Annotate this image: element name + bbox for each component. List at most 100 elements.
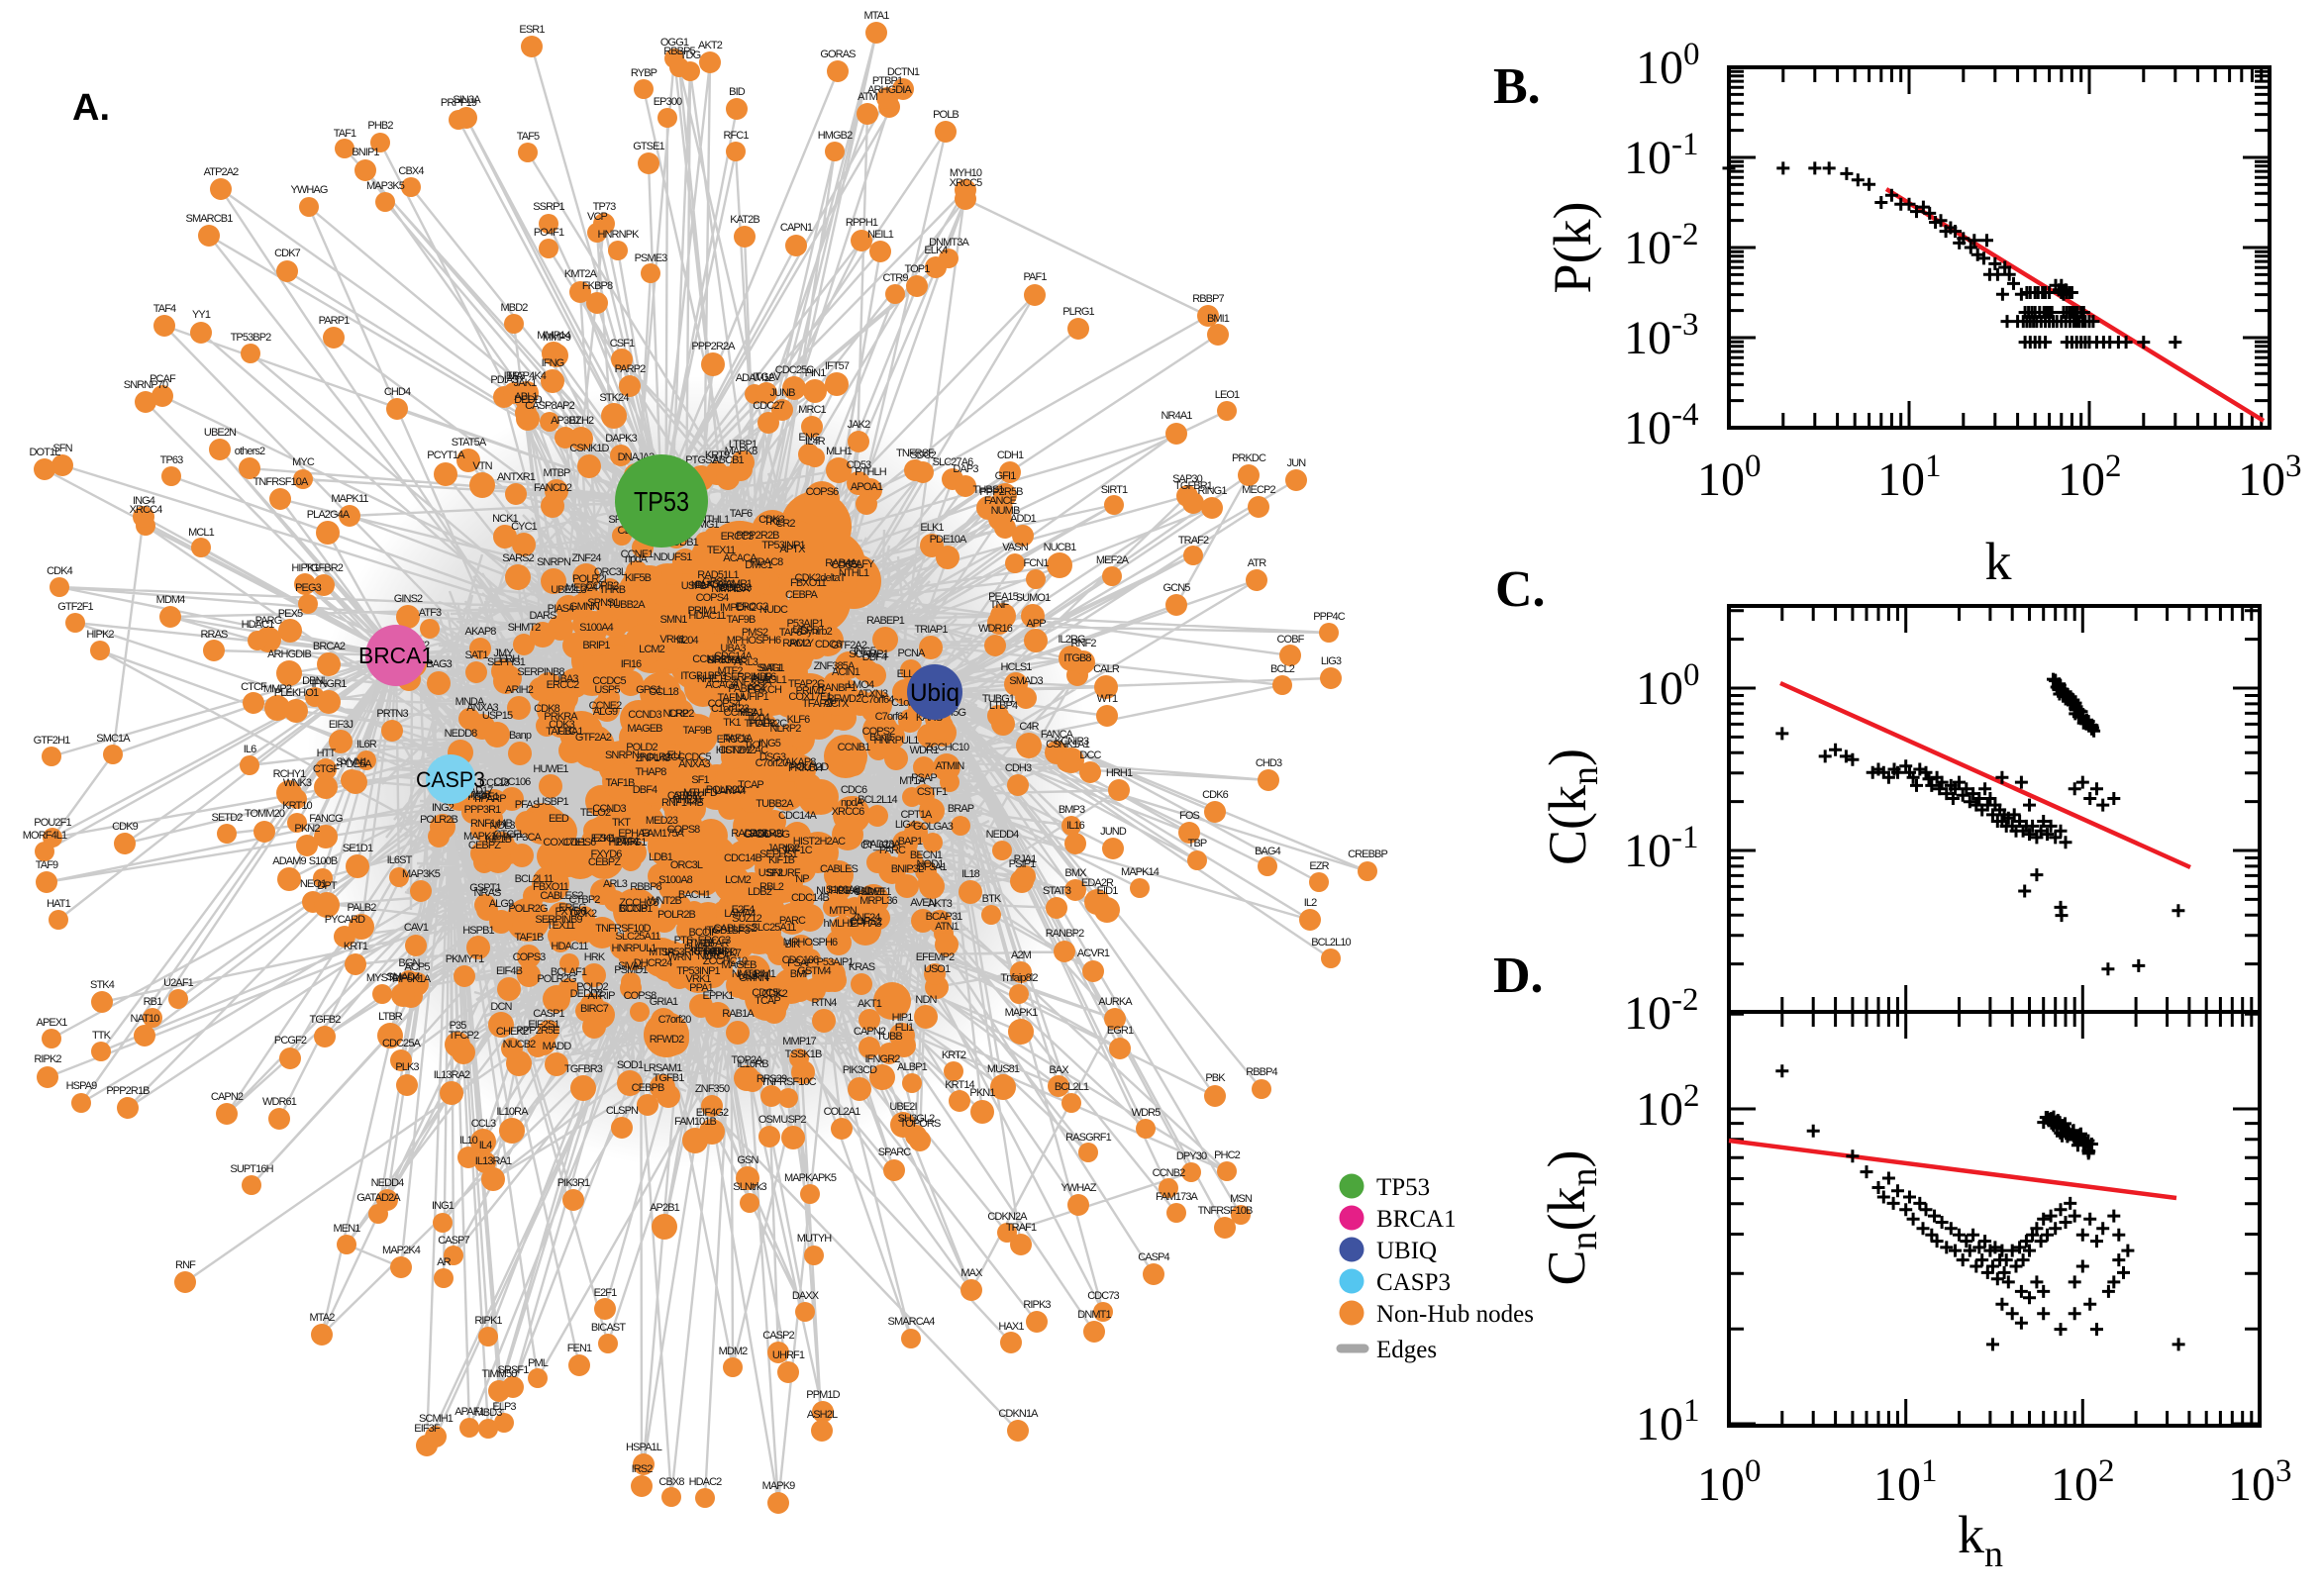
svg-text:ADAM12: ADAM12 [736, 372, 774, 384]
svg-text:SNURF: SNURF [693, 946, 728, 957]
svg-text:MEF2A: MEF2A [1096, 554, 1130, 566]
svg-text:KLF6: KLF6 [787, 714, 810, 726]
svg-text:CDKN1A: CDKN1A [998, 1408, 1039, 1420]
svg-text:HNRPUL1: HNRPUL1 [873, 735, 919, 747]
svg-text:TP53: TP53 [634, 486, 689, 517]
svg-text:HSPA1L: HSPA1L [626, 1442, 662, 1453]
svg-text:WDR16: WDR16 [978, 623, 1013, 635]
svg-text:SEPHS1: SEPHS1 [759, 848, 798, 860]
svg-text:HIP1: HIP1 [892, 1012, 914, 1024]
svg-text:SLC25A11: SLC25A11 [615, 931, 660, 943]
svg-text:PIN1: PIN1 [805, 367, 827, 379]
svg-text:MUTYH: MUTYH [797, 1233, 833, 1245]
svg-text:WNK3: WNK3 [283, 777, 312, 789]
svg-text:JUNB: JUNB [769, 387, 795, 399]
svg-text:TEX11: TEX11 [547, 920, 575, 932]
svg-text:FANCE: FANCE [984, 495, 1017, 507]
svg-text:COPS6: COPS6 [563, 837, 597, 848]
svg-text:ING1: ING1 [432, 1200, 454, 1212]
svg-text:PHC2: PHC2 [1214, 1149, 1241, 1161]
svg-text:CREBBP: CREBBP [1348, 848, 1387, 860]
svg-text:PARG: PARG [255, 615, 282, 627]
svg-text:PPM1D: PPM1D [806, 1389, 840, 1401]
svg-text:ARHGDIB: ARHGDIB [267, 648, 311, 660]
svg-text:DBF4: DBF4 [633, 784, 657, 796]
svg-text:C4R: C4R [1019, 721, 1039, 733]
svg-text:AKT1: AKT1 [858, 998, 882, 1010]
svg-text:WDR5: WDR5 [1132, 1107, 1162, 1119]
svg-text:10: 10 [1697, 1458, 1745, 1511]
svg-text:TELO2: TELO2 [580, 807, 611, 819]
svg-text:ATM: ATM [858, 91, 877, 103]
svg-text:ITGB8: ITGB8 [1063, 652, 1091, 664]
svg-text:LRSAM1: LRSAM1 [644, 1062, 682, 1074]
svg-text:BMF: BMF [790, 968, 812, 980]
svg-text:GSTM4: GSTM4 [797, 965, 831, 977]
svg-text:ANTXR1: ANTXR1 [497, 471, 536, 483]
svg-text:BCAP31: BCAP31 [926, 911, 963, 923]
svg-text:PHF1: PHF1 [684, 943, 709, 954]
svg-text:TAF1A: TAF1A [718, 692, 748, 704]
svg-text:PSAP: PSAP [911, 772, 937, 784]
svg-text:ERCC3: ERCC3 [698, 935, 732, 947]
svg-text:GTF2H1: GTF2H1 [34, 735, 71, 747]
svg-text:RAD23A: RAD23A [862, 839, 901, 850]
svg-text:OGG1: OGG1 [660, 37, 689, 49]
svg-text:PJA1: PJA1 [1014, 853, 1037, 865]
svg-text:LTBP4: LTBP4 [989, 700, 1018, 712]
svg-text:RFWD2: RFWD2 [650, 1034, 684, 1046]
svg-text:STAT5A: STAT5A [452, 437, 487, 449]
svg-text:HSPA9: HSPA9 [66, 1080, 98, 1092]
svg-text:GMNN: GMNN [569, 601, 600, 613]
svg-text:TDG: TDG [680, 50, 701, 61]
svg-text:POLD2: POLD2 [576, 981, 608, 993]
svg-text:MRC1: MRC1 [798, 404, 826, 416]
svg-text:SIRT1: SIRT1 [1101, 484, 1128, 496]
svg-text:STK24: STK24 [599, 392, 629, 404]
svg-text:SNRNP70: SNRNP70 [124, 379, 168, 391]
svg-text:MTA2: MTA2 [310, 1312, 336, 1324]
svg-text:0: 0 [1745, 449, 1762, 484]
svg-text:CASP2: CASP2 [762, 1330, 794, 1342]
svg-text:BECN1: BECN1 [910, 849, 943, 861]
svg-text:SPARC: SPARC [878, 1147, 912, 1158]
svg-text:HIPK2: HIPK2 [86, 629, 114, 641]
svg-text:P53AIP1: P53AIP1 [786, 618, 824, 630]
svg-text:COPS4: COPS4 [696, 592, 730, 604]
svg-text:MTPN: MTPN [829, 905, 858, 917]
svg-text:TRAF1: TRAF1 [1006, 1222, 1037, 1234]
svg-text:MRPL36: MRPL36 [859, 895, 897, 907]
svg-text:PFAS: PFAS [515, 799, 540, 811]
svg-text:GTF2A2: GTF2A2 [831, 640, 867, 651]
svg-text:10: 10 [1636, 1083, 1683, 1136]
svg-text:HDAC11: HDAC11 [688, 610, 726, 622]
svg-text:ACVR1: ACVR1 [1077, 948, 1110, 959]
svg-text:CCNB1: CCNB1 [620, 903, 654, 915]
svg-text:CDC106: CDC106 [494, 776, 532, 788]
svg-text:DNMT3A: DNMT3A [929, 237, 969, 249]
svg-text:NHEJ1: NHEJ1 [672, 794, 703, 806]
svg-text:PHB2: PHB2 [367, 120, 393, 132]
svg-text:ATR: ATR [1248, 557, 1266, 569]
svg-text:TGFBR1: TGFBR1 [1174, 480, 1213, 492]
svg-text:HUWE1: HUWE1 [533, 763, 568, 775]
svg-text:RTN4: RTN4 [812, 997, 838, 1009]
svg-text:CCL18: CCL18 [649, 686, 679, 698]
svg-text:IL2RG: IL2RG [1058, 634, 1085, 646]
svg-text:IL13RA1: IL13RA1 [475, 1155, 512, 1167]
svg-text:HSPB1: HSPB1 [462, 925, 494, 937]
svg-text:STK4: STK4 [90, 979, 115, 991]
svg-text:MTBP: MTBP [544, 467, 571, 479]
svg-text:CLSPN: CLSPN [606, 1105, 639, 1117]
svg-text:HRK: HRK [584, 951, 606, 963]
svg-text:10: 10 [1624, 825, 1671, 877]
svg-text:0: 0 [1683, 37, 1700, 72]
svg-text:LCM2: LCM2 [639, 644, 665, 655]
svg-text:MMP2: MMP2 [263, 683, 292, 695]
svg-text:EFEMP2: EFEMP2 [916, 951, 955, 963]
svg-text:TFAP2C: TFAP2C [788, 678, 825, 690]
svg-text:TTK: TTK [92, 1030, 112, 1042]
svg-text:ING5: ING5 [854, 646, 876, 657]
svg-text:CASP8AP2: CASP8AP2 [525, 400, 574, 412]
svg-text:SMG1: SMG1 [757, 662, 784, 674]
